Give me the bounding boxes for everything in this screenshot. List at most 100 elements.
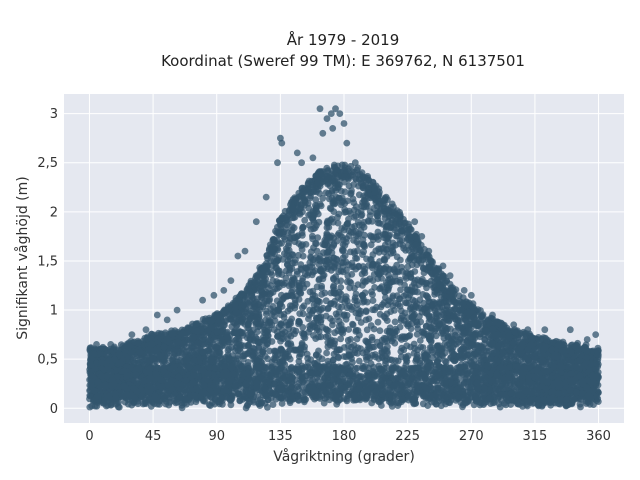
data-point — [271, 317, 279, 325]
data-point — [324, 357, 332, 365]
data-point — [317, 306, 325, 314]
data-point — [433, 351, 441, 359]
data-point — [293, 270, 301, 278]
data-point — [347, 336, 354, 343]
data-point — [345, 326, 353, 333]
data-point — [489, 350, 496, 357]
data-point — [323, 219, 331, 226]
data-point — [268, 311, 276, 319]
data-point — [423, 310, 431, 318]
data-point — [403, 320, 410, 328]
data-point — [340, 344, 348, 351]
data-point — [312, 196, 320, 204]
data-point — [264, 319, 272, 327]
data-point — [354, 306, 362, 313]
data-point — [337, 335, 345, 343]
data-point — [368, 333, 376, 341]
data-point — [369, 236, 377, 244]
data-point — [367, 322, 375, 329]
data-point — [391, 306, 398, 314]
data-point — [349, 303, 356, 311]
data-point — [342, 353, 350, 361]
data-point — [439, 352, 446, 360]
data-point — [414, 325, 422, 332]
data-point — [363, 326, 371, 334]
data-point — [338, 225, 346, 232]
data-point — [348, 187, 355, 194]
data-point — [301, 216, 309, 224]
data-point — [451, 331, 459, 339]
data-point — [380, 334, 388, 342]
data-point — [355, 357, 363, 365]
data-point — [441, 339, 449, 347]
data-point — [323, 224, 331, 232]
data-point — [317, 333, 325, 341]
data-point — [420, 331, 427, 339]
data-point — [323, 349, 330, 357]
data-point — [340, 312, 348, 319]
data-point — [312, 335, 320, 342]
data-point — [317, 316, 325, 324]
data-point — [284, 307, 292, 315]
data-point — [354, 281, 362, 288]
data-point — [350, 181, 358, 188]
data-point — [329, 321, 336, 329]
data-point — [310, 244, 317, 252]
data-point — [299, 324, 307, 331]
data-point — [362, 203, 370, 211]
data-point — [341, 188, 349, 196]
data-point — [238, 328, 246, 336]
data-point — [397, 307, 405, 315]
data-point — [287, 340, 295, 348]
data-point — [426, 336, 434, 343]
data-point — [386, 298, 394, 305]
data-point — [319, 194, 327, 202]
data-point — [447, 344, 455, 352]
data-point — [369, 291, 376, 299]
data-point — [390, 265, 398, 273]
data-point — [398, 353, 405, 361]
data-point — [307, 226, 315, 233]
data-point — [391, 318, 399, 326]
data-point — [235, 341, 243, 348]
data-point — [274, 279, 282, 287]
data-point — [379, 301, 386, 308]
data-point — [279, 357, 287, 365]
data-point — [396, 278, 404, 286]
data-point — [169, 357, 177, 364]
data-point — [318, 285, 325, 292]
data-point — [351, 297, 359, 304]
data-point — [374, 318, 382, 326]
data-point — [340, 247, 347, 254]
data-point — [240, 355, 247, 363]
data-point — [289, 286, 296, 294]
data-point — [359, 251, 366, 258]
data-point — [305, 269, 313, 277]
data-point — [374, 212, 382, 220]
data-point — [368, 217, 376, 225]
data-point — [210, 336, 218, 344]
data-point — [361, 265, 369, 273]
data-point — [291, 330, 298, 338]
data-point — [297, 346, 304, 353]
data-point — [388, 402, 396, 410]
data-point — [219, 338, 226, 346]
data-point — [397, 315, 405, 322]
data-point — [427, 281, 434, 288]
data-point — [418, 278, 426, 286]
chart-title-line-1: År 1979 - 2019 — [287, 30, 400, 49]
data-point — [334, 219, 342, 227]
data-point — [376, 327, 384, 335]
data-point — [404, 352, 412, 360]
data-point — [428, 301, 436, 309]
data-point — [405, 332, 413, 340]
data-point — [315, 347, 322, 355]
data-point — [284, 292, 291, 300]
data-point — [370, 204, 378, 212]
data-point — [353, 335, 361, 343]
data-point — [351, 250, 358, 257]
data-point — [355, 240, 363, 248]
data-point — [383, 222, 391, 230]
chart-title-line-2: Koordinat (Sweref 99 TM): E 369762, N 61… — [161, 52, 525, 70]
data-point — [281, 279, 289, 287]
